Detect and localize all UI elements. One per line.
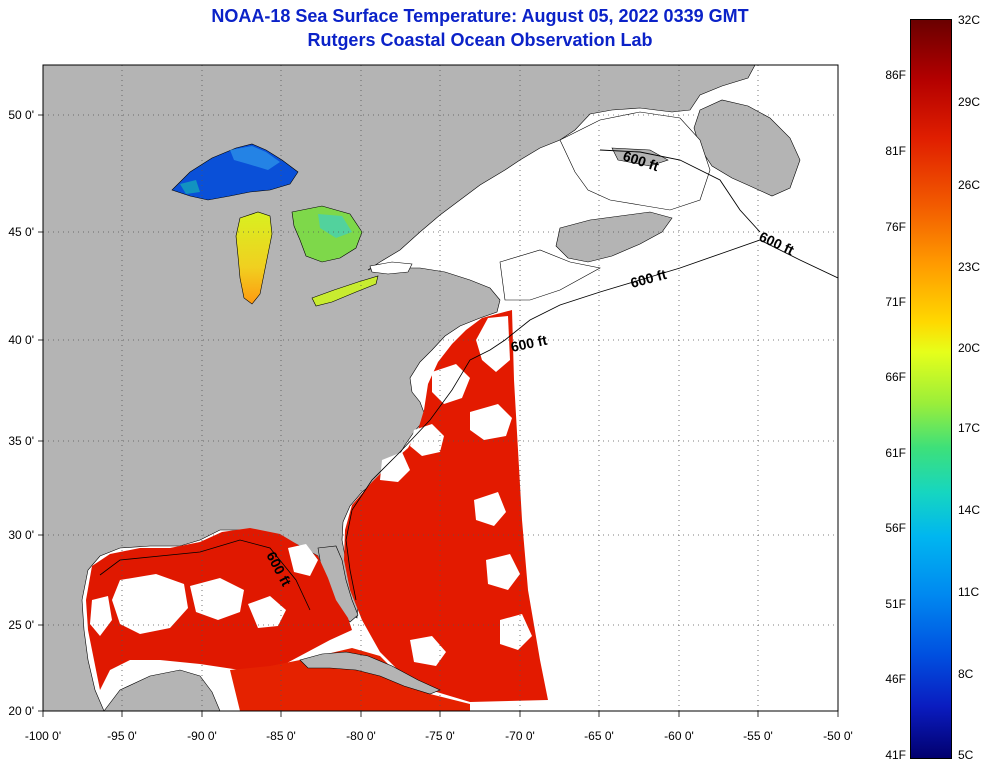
lon-label: -55 0' [743,729,773,743]
anticosti-island [611,147,669,167]
lon-label: -95 0' [107,729,137,743]
colorbar-f-label: 81F [885,144,906,158]
lon-label: -100 0' [24,729,62,743]
new-england-coast [499,249,601,301]
colorbar-c-label: 23C [958,260,981,274]
lake-michigan [235,211,273,305]
lon-label: -50 0' [823,729,853,743]
lake-ontario [369,261,413,275]
colorbar-f-label: 41F [885,748,906,762]
lat-label: 20 0' [8,704,34,718]
map-subtitle: Rutgers Coastal Ocean Observation Lab [307,30,653,50]
colorbar-c-label: 5C [958,748,974,762]
colorbar-c-label: 11C [958,585,980,599]
colorbar-c-label: 32C [958,13,981,27]
colorbar-c-label: 8C [958,667,974,681]
lat-label: 45 0' [8,225,34,239]
colorbar-c-label: 29C [958,95,981,109]
colorbar-f-label: 71F [885,295,906,309]
colorbar-f-label: 86F [885,68,906,82]
lon-label: -75 0' [425,729,455,743]
colorbar-c-label: 26C [958,178,981,192]
lon-label: -65 0' [584,729,614,743]
lake-erie [311,275,379,307]
land-north-america [43,65,756,711]
sst-caribbean [230,648,470,711]
cloud-gaps [90,316,532,666]
lat-label: 30 0' [8,528,34,542]
colorbar-f-label: 46F [885,672,906,686]
land-cuba [299,651,441,695]
lon-label: -90 0' [187,729,217,743]
colorbar-f-label: 61F [885,446,906,460]
lon-label: -80 0' [346,729,376,743]
land-nova-scotia [555,211,673,263]
lat-label: 25 0' [8,618,34,632]
lat-label: 40 0' [8,333,34,347]
map-frame [42,64,839,712]
axis-ticks [38,114,839,717]
isobath-600ft-line [469,239,838,361]
lon-label: -85 0' [266,729,296,743]
lon-label: -60 0' [664,729,694,743]
colorbar-c-label: 20C [958,341,981,355]
land-yucatan [103,669,221,711]
colorbar-f-label: 51F [885,597,906,611]
colorbar-c-label: 14C [958,503,981,517]
lat-label: 50 0' [8,108,34,122]
lon-label: -70 0' [505,729,535,743]
colorbar-f-label: 76F [885,220,906,234]
colorbar-c-label: 17C [958,421,981,435]
lat-label: 35 0' [8,434,34,448]
isobath-label: 600 ft [509,332,548,355]
map-title: NOAA-18 Sea Surface Temperature: August … [211,6,749,26]
colorbar-f-label: 56F [885,521,906,535]
colorbar-f-label: 66F [885,370,906,384]
temperature-colorbar [910,19,952,759]
